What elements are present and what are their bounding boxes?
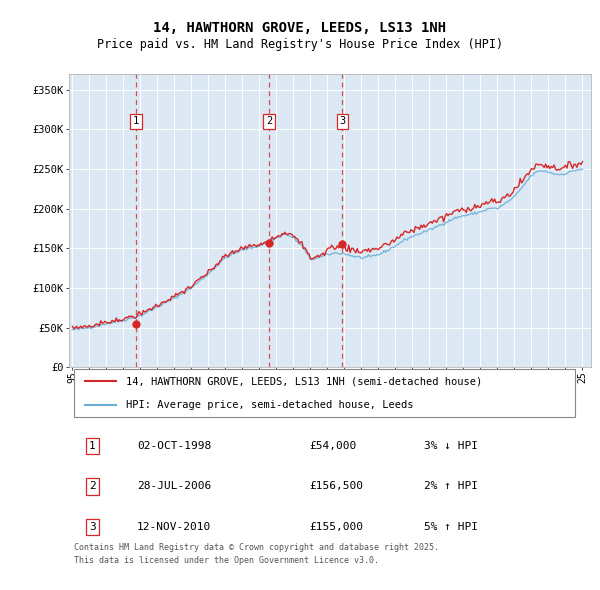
Text: HPI: Average price, semi-detached house, Leeds: HPI: Average price, semi-detached house,… xyxy=(127,399,414,409)
Text: 02-OCT-1998: 02-OCT-1998 xyxy=(137,441,211,451)
Text: 5% ↑ HPI: 5% ↑ HPI xyxy=(424,522,478,532)
Text: 3: 3 xyxy=(339,116,346,126)
Text: 3% ↓ HPI: 3% ↓ HPI xyxy=(424,441,478,451)
Text: Contains HM Land Registry data © Crown copyright and database right 2025.
This d: Contains HM Land Registry data © Crown c… xyxy=(74,543,439,565)
Text: £156,500: £156,500 xyxy=(309,481,363,491)
Text: £155,000: £155,000 xyxy=(309,522,363,532)
Text: 2: 2 xyxy=(266,116,272,126)
Text: 1: 1 xyxy=(133,116,139,126)
Text: 2: 2 xyxy=(89,481,96,491)
Text: 3: 3 xyxy=(89,522,96,532)
Text: £54,000: £54,000 xyxy=(309,441,356,451)
Text: Price paid vs. HM Land Registry's House Price Index (HPI): Price paid vs. HM Land Registry's House … xyxy=(97,38,503,51)
Text: 28-JUL-2006: 28-JUL-2006 xyxy=(137,481,211,491)
Text: 1: 1 xyxy=(89,441,96,451)
Text: 12-NOV-2010: 12-NOV-2010 xyxy=(137,522,211,532)
Text: 14, HAWTHORN GROVE, LEEDS, LS13 1NH: 14, HAWTHORN GROVE, LEEDS, LS13 1NH xyxy=(154,21,446,35)
Text: 2% ↑ HPI: 2% ↑ HPI xyxy=(424,481,478,491)
FancyBboxPatch shape xyxy=(74,369,575,417)
Text: 14, HAWTHORN GROVE, LEEDS, LS13 1NH (semi-detached house): 14, HAWTHORN GROVE, LEEDS, LS13 1NH (sem… xyxy=(127,376,482,386)
